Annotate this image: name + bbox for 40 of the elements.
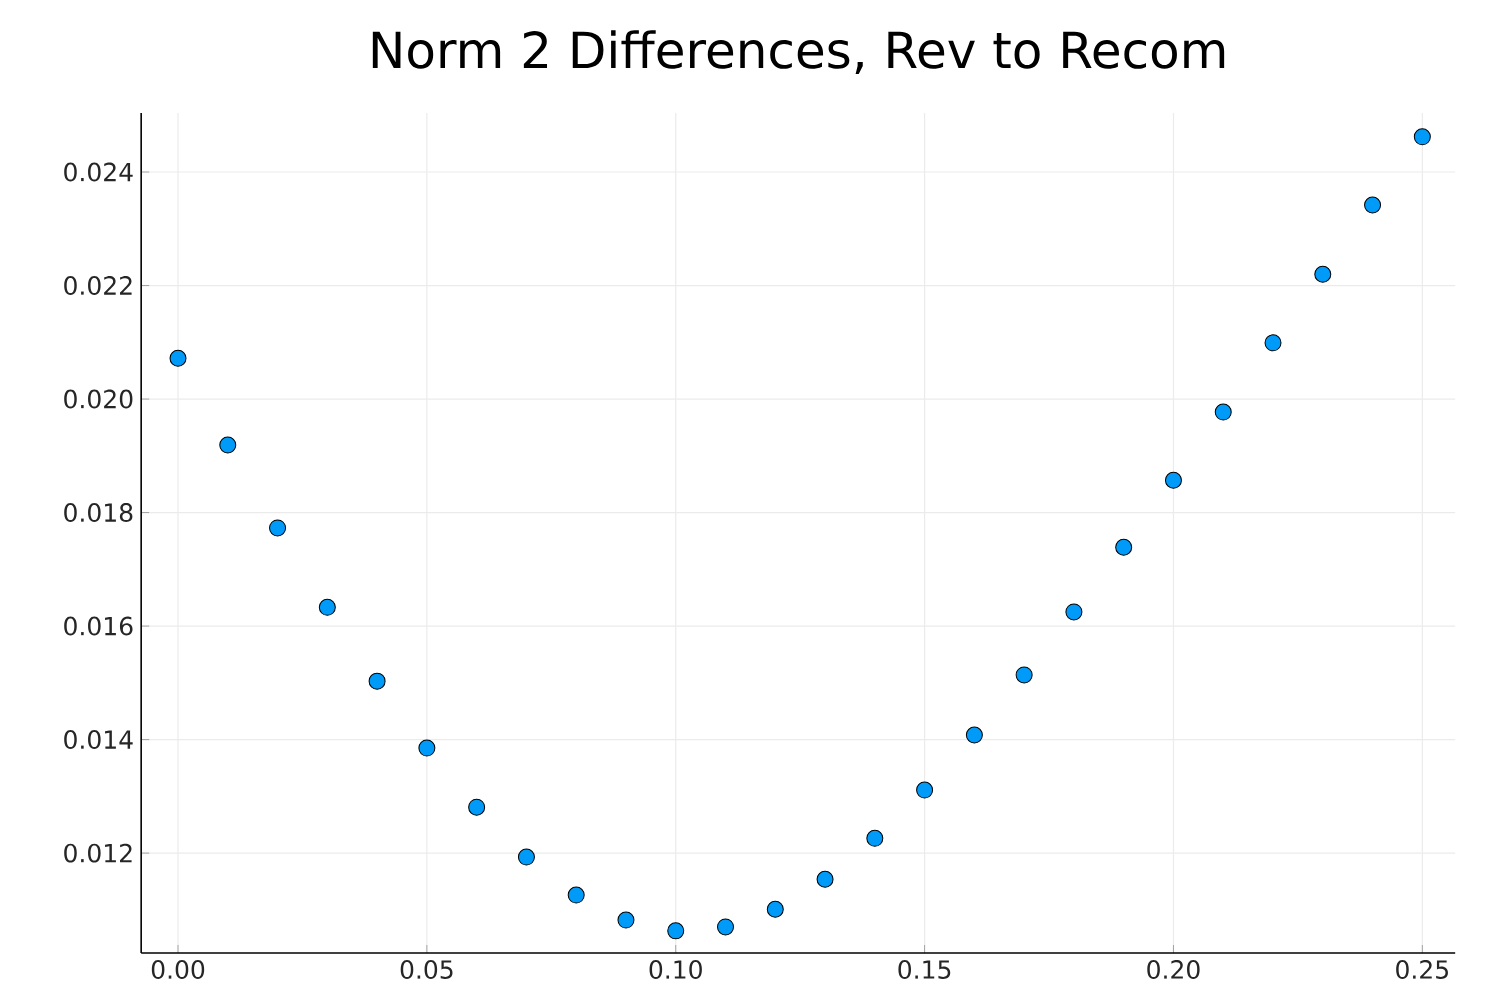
point: [368, 672, 386, 690]
y-tick-label: 0.024: [64, 162, 133, 182]
x-tick-label: 0.15: [898, 960, 951, 979]
point: [1164, 471, 1182, 489]
point: [617, 911, 635, 929]
point: [1413, 128, 1431, 146]
point: [1314, 265, 1332, 283]
x-tick-label: 0.20: [1147, 960, 1200, 979]
point: [866, 829, 884, 847]
point: [269, 519, 287, 537]
point: [318, 598, 336, 616]
point: [1364, 196, 1382, 214]
y-tick-label: 0.014: [64, 730, 133, 750]
point: [916, 781, 934, 799]
point: [219, 436, 237, 454]
point: [1065, 603, 1083, 621]
point: [418, 739, 436, 757]
point: [169, 349, 187, 367]
point: [766, 900, 784, 918]
point: [816, 870, 834, 888]
x-tick-label: 0.00: [151, 960, 205, 979]
point: [1115, 538, 1133, 556]
y-tick-label: 0.012: [64, 843, 132, 863]
point: [717, 918, 735, 936]
point: [1015, 666, 1033, 684]
point: [965, 726, 983, 744]
point: [1264, 334, 1282, 352]
y-tick-label: 0.018: [64, 503, 133, 523]
y-tick-label: 0.022: [64, 276, 132, 295]
x-tick-label: 0.25: [1396, 960, 1448, 979]
chart-title: Norm 2 Differences, Rev to Recom: [372, 30, 1225, 74]
y-tick-label: 0.016: [64, 616, 133, 636]
point: [468, 798, 486, 816]
point: [567, 886, 585, 904]
x-tick-label: 0.10: [649, 960, 702, 979]
point: [667, 922, 685, 940]
point: [517, 848, 535, 866]
point: [1214, 403, 1232, 421]
y-tick-label: 0.020: [64, 389, 133, 409]
x-tick-label: 0.05: [400, 960, 453, 979]
